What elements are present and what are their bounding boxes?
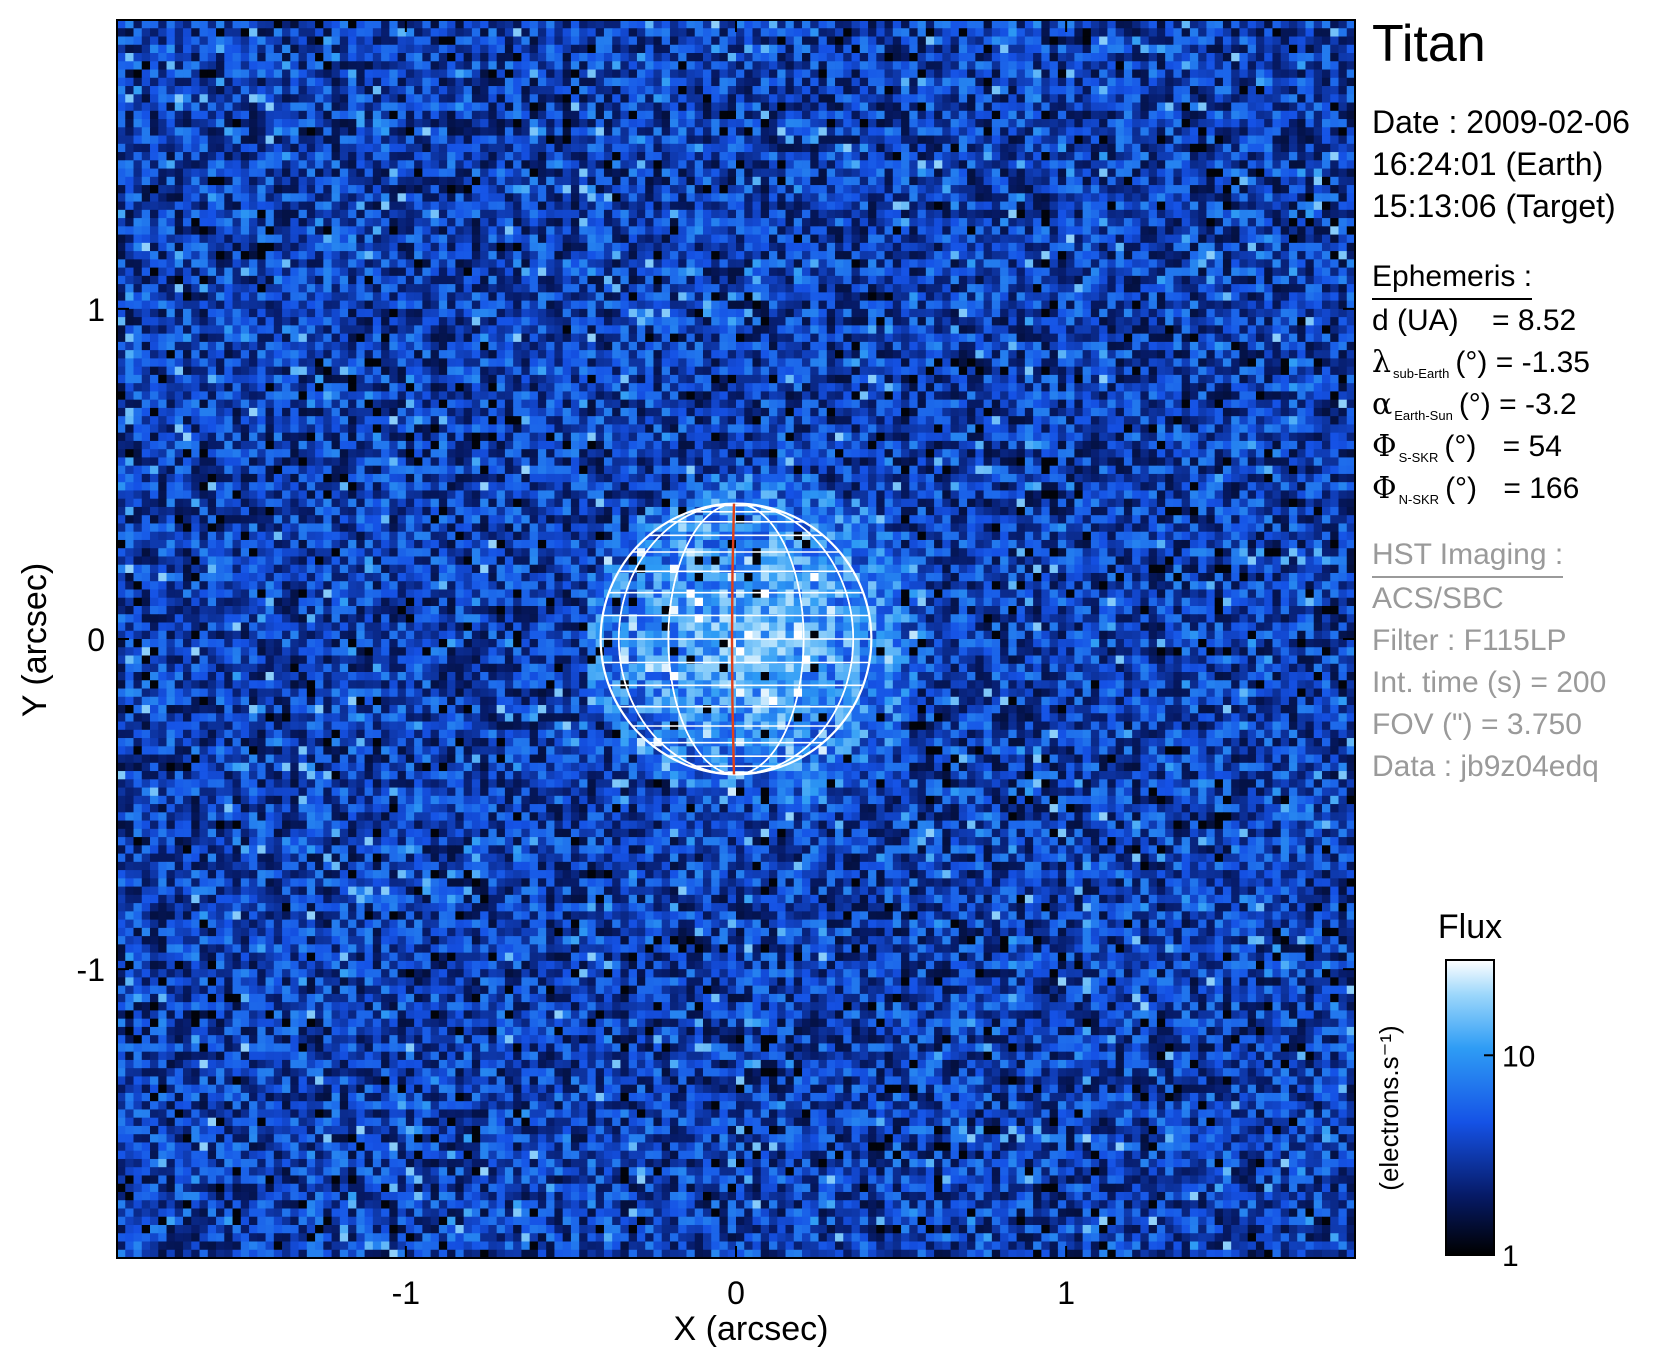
phi-s-value: = 54 — [1503, 430, 1562, 463]
colorbar-tick-label: 1 — [1502, 1240, 1519, 1273]
ephemeris-phi-n: Φ N-SKR (°) = 166 — [1372, 470, 1579, 519]
target-time: 15:13:06 (Target) — [1372, 186, 1616, 226]
hst-fov: FOV (") = 3.750 — [1372, 706, 1582, 744]
ephemeris-alpha: α Earth-Sun (°) = -3.2 — [1372, 386, 1577, 435]
titan-lat-lon-grid — [599, 502, 873, 776]
hst-instrument: ACS/SBC — [1372, 580, 1504, 618]
uv-image — [117, 20, 1355, 1258]
colorbar-ticks: 10 1 — [1484, 1040, 1535, 1273]
colorbar — [1445, 959, 1495, 1256]
phi-n-value: = 166 — [1503, 472, 1579, 505]
lambda-unit: (°) — [1455, 346, 1487, 379]
y-tick-label: 0 — [87, 622, 105, 658]
ephemeris-distance-label: d (UA) — [1372, 304, 1459, 337]
hst-data-id: Data : jb9z04edq — [1372, 748, 1599, 786]
colorbar-tick-label: 10 — [1502, 1040, 1535, 1073]
phi-n-unit: (°) — [1445, 472, 1477, 505]
colorbar-title: Flux — [1438, 908, 1502, 946]
x-tick-label: 0 — [727, 1275, 745, 1311]
y-tick-label: -1 — [77, 952, 105, 988]
target-name: Titan — [1372, 14, 1486, 74]
alpha-symbol: α — [1372, 387, 1392, 422]
hst-header: HST Imaging : — [1372, 536, 1564, 578]
y-axis-ticks: 1 0 -1 — [77, 292, 1355, 988]
alpha-value: = -3.2 — [1499, 388, 1577, 421]
x-tick-label: 1 — [1057, 1275, 1075, 1311]
phi-n-symbol: Φ — [1372, 471, 1397, 506]
date-line: Date : 2009-02-06 — [1372, 102, 1630, 142]
lambda-subscript: sub-Earth — [1393, 366, 1449, 381]
y-axis-label: Y (arcsec) — [16, 563, 54, 717]
earth-time: 16:24:01 (Earth) — [1372, 144, 1603, 184]
ephemeris-distance: d (UA) = 8.52 — [1372, 302, 1576, 340]
lambda-symbol: λ — [1372, 345, 1391, 380]
longitude-line — [617, 502, 855, 776]
phi-s-subscript: S-SKR — [1399, 450, 1439, 465]
lambda-value: = -1.35 — [1496, 346, 1590, 379]
alpha-subscript: Earth-Sun — [1394, 408, 1453, 423]
y-tick-label: 1 — [87, 292, 105, 328]
hst-filter: Filter : F115LP — [1372, 622, 1567, 660]
alpha-unit: (°) — [1459, 388, 1491, 421]
x-axis-ticks: -1 0 1 — [392, 20, 1075, 1311]
ephemeris-phi-s: Φ S-SKR (°) = 54 — [1372, 428, 1562, 477]
ephemeris-lambda: λ sub-Earth (°) = -1.35 — [1372, 344, 1590, 393]
phi-n-subscript: N-SKR — [1399, 492, 1439, 507]
central-meridian — [730, 503, 736, 775]
x-tick-label: -1 — [392, 1275, 420, 1311]
phi-s-symbol: Φ — [1372, 429, 1397, 464]
ephemeris-distance-value: = 8.52 — [1492, 302, 1576, 340]
ephemeris-header: Ephemeris : — [1372, 258, 1533, 300]
hst-int-time: Int. time (s) = 200 — [1372, 664, 1606, 702]
colorbar-label: (electrons.s⁻¹) — [1374, 1025, 1404, 1190]
phi-s-unit: (°) — [1444, 430, 1476, 463]
x-axis-label: X (arcsec) — [674, 1310, 829, 1348]
